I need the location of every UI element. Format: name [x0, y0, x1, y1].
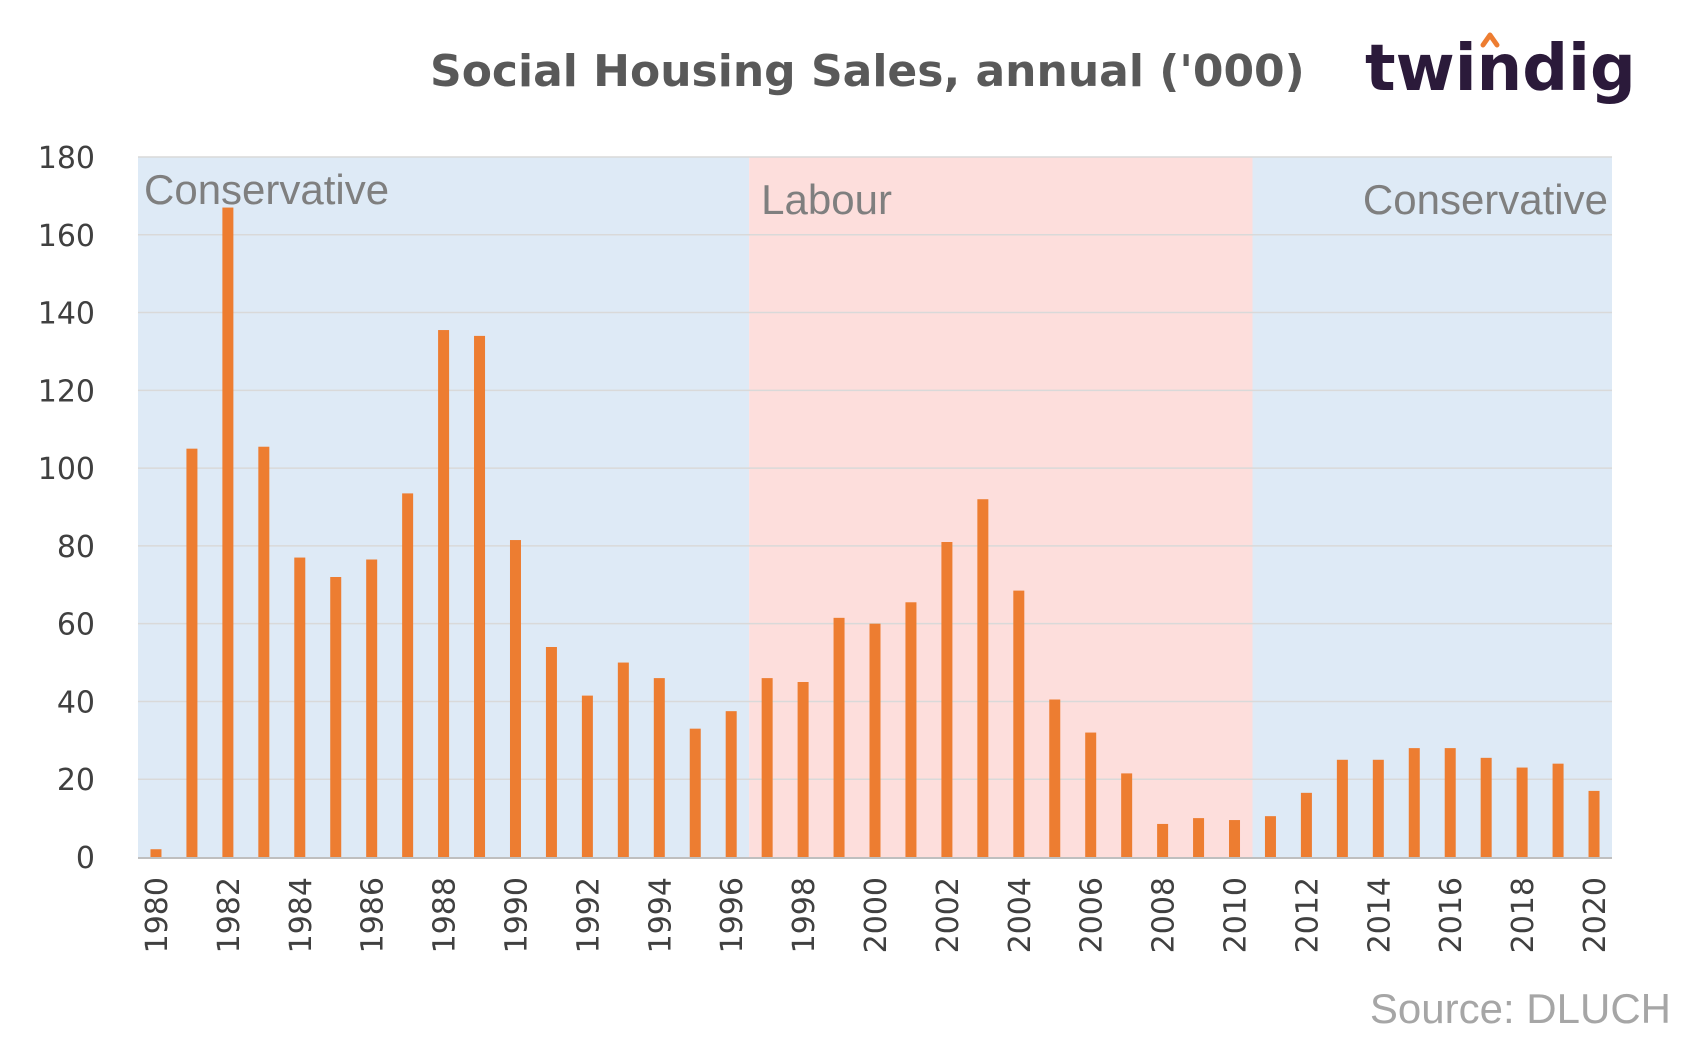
x-tick-label: 2020 — [1578, 877, 1613, 953]
x-tick-label: 1982 — [212, 877, 247, 953]
bar-1990 — [509, 540, 521, 857]
x-tick-label: 2008 — [1147, 877, 1182, 953]
bar-1994 — [653, 678, 665, 857]
x-tick-label: 1988 — [428, 877, 463, 953]
period-label-2: Labour — [761, 176, 892, 223]
bar-1996 — [725, 711, 737, 857]
x-tick-label: 2012 — [1290, 877, 1325, 953]
period-bg-3 — [1252, 157, 1612, 857]
bar-2013 — [1336, 759, 1348, 857]
y-tick-label: 180 — [38, 141, 95, 176]
x-tick-label: 2016 — [1434, 877, 1469, 953]
x-tick-label: 1980 — [140, 877, 175, 953]
y-tick-label: 120 — [38, 374, 95, 409]
bar-1992 — [581, 695, 593, 857]
bar-2002 — [941, 542, 953, 857]
x-tick-label: 2006 — [1075, 877, 1110, 953]
bar-2016 — [1444, 748, 1456, 857]
bar-1984 — [294, 557, 306, 857]
x-tick-label: 2010 — [1219, 877, 1254, 953]
source-note: Source: DLUCH — [1370, 985, 1671, 1032]
x-tick-label: 2000 — [859, 877, 894, 953]
period-label-3: Conservative — [1363, 176, 1608, 223]
brand-logo: twindig — [1365, 32, 1636, 106]
bar-2011 — [1264, 816, 1276, 857]
bar-1987 — [402, 493, 414, 857]
bar-1988 — [438, 330, 450, 857]
y-tick-label: 40 — [57, 685, 95, 720]
y-tick-label: 160 — [38, 219, 95, 254]
bar-2014 — [1372, 759, 1384, 857]
bar-1980 — [150, 849, 162, 857]
bar-2007 — [1121, 773, 1133, 857]
bar-1989 — [474, 335, 486, 857]
y-tick-label: 140 — [38, 297, 95, 332]
bar-2000 — [869, 623, 881, 857]
bars — [150, 207, 1600, 858]
x-tick-label: 1996 — [715, 877, 750, 953]
x-tick-label: 2002 — [931, 877, 966, 953]
x-tick-label: 2018 — [1506, 877, 1541, 953]
bar-2018 — [1516, 767, 1528, 857]
bar-1986 — [366, 559, 378, 857]
y-tick-label: 100 — [38, 452, 95, 487]
y-tick-label: 20 — [57, 763, 95, 798]
bar-1983 — [258, 446, 270, 857]
x-tick-label: 1984 — [284, 877, 319, 953]
x-tick-label: 1990 — [499, 877, 534, 953]
bar-2008 — [1157, 823, 1169, 857]
bar-2015 — [1408, 748, 1420, 857]
x-tick-label: 2014 — [1362, 877, 1397, 953]
bar-1999 — [833, 617, 845, 857]
y-tick-label: 60 — [57, 608, 95, 643]
bar-2003 — [977, 499, 989, 857]
bar-1997 — [761, 678, 773, 857]
brand-name: twindig — [1365, 32, 1636, 106]
brand-accent-icon — [1480, 32, 1500, 48]
bar-2017 — [1480, 757, 1492, 857]
bar-2004 — [1013, 590, 1025, 857]
bar-1995 — [689, 728, 701, 857]
period-labels: Conservative Labour Conservative — [144, 166, 1608, 223]
y-axis-ticks: 0 20 40 60 80 100 120 140 160 180 — [38, 141, 95, 876]
x-tick-label: 1992 — [571, 877, 606, 953]
bar-1998 — [797, 682, 809, 857]
bar-2019 — [1552, 763, 1564, 857]
bar-2005 — [1049, 699, 1061, 857]
bar-2020 — [1588, 790, 1600, 857]
x-tick-label: 1994 — [643, 877, 678, 953]
y-tick-label: 80 — [57, 530, 95, 565]
x-axis-ticks: 1980 1982 1984 1986 1988 1990 1992 1994 1996 1998… — [140, 877, 1613, 953]
bar-2012 — [1300, 792, 1312, 857]
period-bg-2 — [749, 157, 1253, 857]
bar-1985 — [330, 577, 342, 857]
x-tick-label: 1986 — [356, 877, 391, 953]
x-tick-label: 1998 — [787, 877, 822, 953]
bar-1981 — [186, 448, 198, 857]
bar-2009 — [1193, 818, 1205, 857]
chart-title: Social Housing Sales, annual ('000) — [430, 46, 1305, 97]
bar-2010 — [1229, 820, 1241, 857]
bar-2006 — [1085, 732, 1097, 857]
period-label-1: Conservative — [144, 166, 389, 213]
bar-1982 — [222, 207, 234, 858]
x-tick-label: 2004 — [1003, 877, 1038, 953]
y-tick-label: 0 — [76, 841, 95, 876]
bar-2001 — [905, 602, 917, 857]
bar-1993 — [617, 662, 629, 857]
bar-1991 — [545, 647, 557, 857]
